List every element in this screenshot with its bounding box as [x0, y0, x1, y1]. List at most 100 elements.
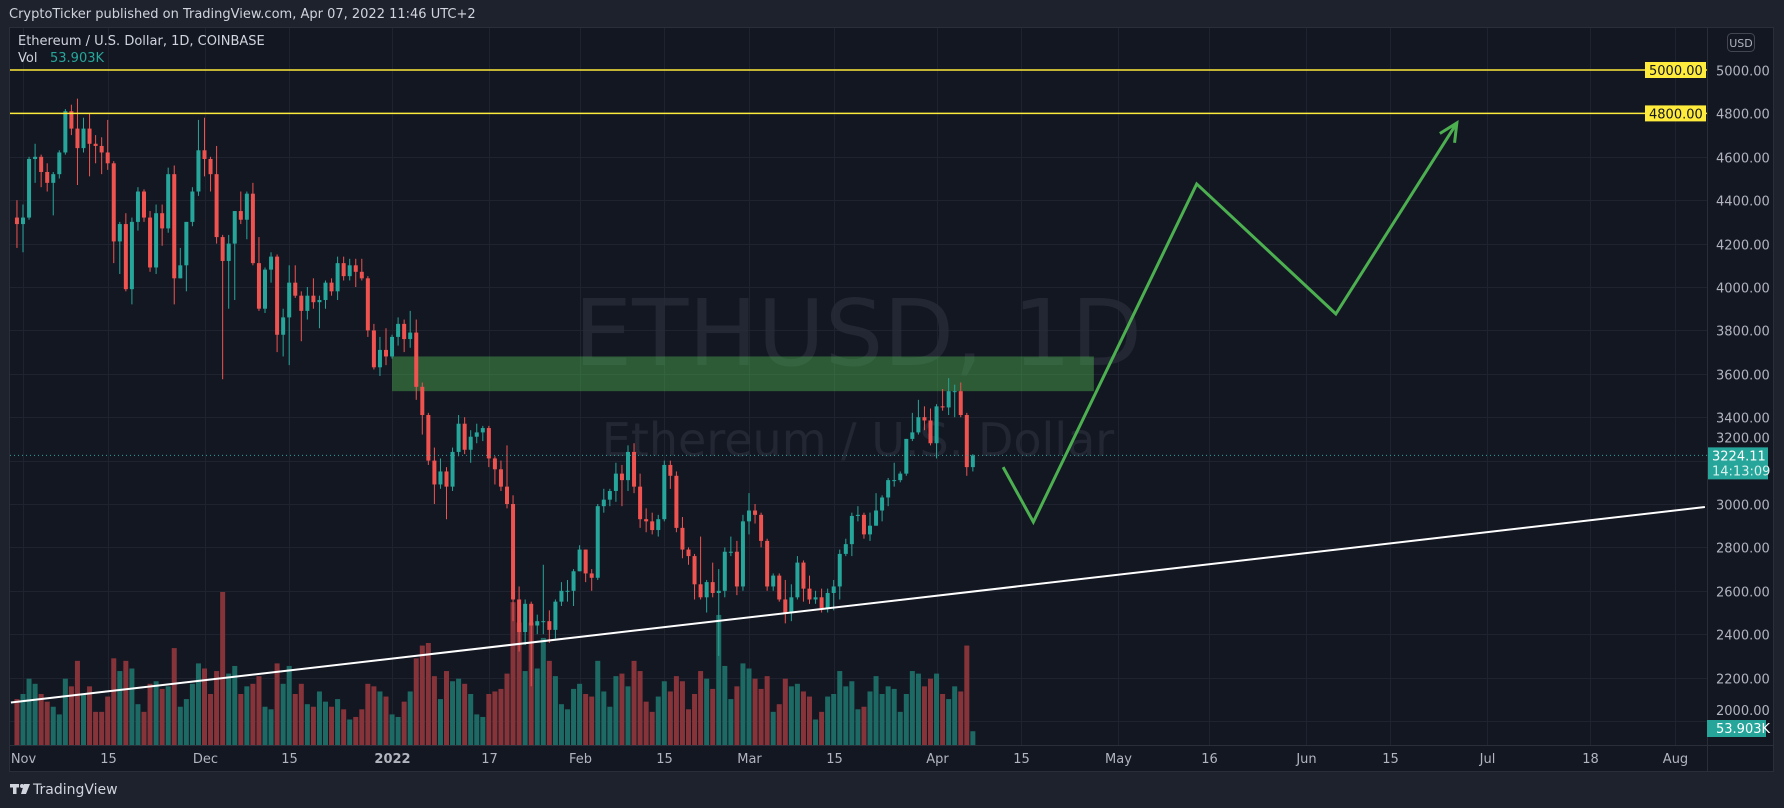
- candle-body: [190, 191, 195, 222]
- candle-body: [184, 221, 189, 266]
- volume-bar: [365, 683, 371, 745]
- projection-path[interactable]: [1001, 122, 1459, 526]
- candle-body: [565, 590, 570, 592]
- volume-bar: [909, 671, 915, 745]
- volume-bar: [722, 665, 728, 745]
- resistance-zone[interactable]: [392, 356, 1094, 392]
- candle-body: [874, 510, 879, 526]
- volume-bar: [970, 731, 976, 745]
- price-axis[interactable]: 5000.00 4800.00 4600.00 4400.00 4200.00 4000.…: [1716, 65, 1770, 720]
- candle-body: [462, 423, 467, 450]
- price-tick-label: 4400.00: [1716, 195, 1770, 210]
- candle-body: [21, 217, 25, 225]
- candle: [492, 456, 497, 485]
- candle: [626, 445, 630, 491]
- candle-body: [668, 464, 673, 476]
- symbol-legend[interactable]: Ethereum / U.S. Dollar, 1D, COINBASE: [18, 34, 265, 49]
- volume-bar: [510, 602, 516, 745]
- candle-body: [420, 386, 425, 416]
- time-tick-label: Jun: [1295, 752, 1316, 767]
- candle: [202, 117, 207, 177]
- candle-body: [650, 521, 655, 531]
- candle-body: [232, 211, 237, 244]
- candle: [81, 117, 86, 153]
- candle-body: [722, 551, 727, 591]
- candle-body: [244, 193, 249, 220]
- candle-body: [704, 582, 709, 598]
- candle: [547, 610, 552, 643]
- candle-body: [123, 224, 128, 290]
- volume-bar: [800, 691, 806, 745]
- candle-body: [886, 480, 891, 498]
- candle: [33, 143, 38, 183]
- volume-bar: [444, 671, 449, 745]
- candle: [317, 295, 322, 329]
- candle-body: [898, 473, 903, 481]
- candle: [256, 237, 261, 311]
- volume-bar: [316, 691, 322, 745]
- candle: [765, 538, 770, 591]
- candle: [220, 234, 225, 380]
- currency-button[interactable]: USD: [1727, 33, 1755, 52]
- time-tick-label: 15: [100, 752, 117, 767]
- support-trendline[interactable]: [10, 506, 1706, 704]
- candle: [952, 384, 957, 418]
- candle-body: [868, 525, 872, 535]
- candle: [160, 204, 165, 246]
- candle: [384, 328, 388, 366]
- candle-body: [928, 420, 933, 444]
- volume-bar: [637, 671, 643, 745]
- candle: [123, 213, 128, 292]
- candle: [117, 221, 122, 274]
- candle: [275, 254, 280, 353]
- candle: [462, 417, 467, 455]
- candle-body: [861, 514, 866, 535]
- candle-body: [45, 171, 50, 183]
- volume-bar: [740, 663, 746, 745]
- candle-body: [33, 156, 38, 159]
- candle: [408, 310, 413, 348]
- time-tick-label: Mar: [737, 752, 762, 767]
- candle: [638, 473, 643, 528]
- volume-bar: [431, 676, 437, 745]
- candle: [801, 560, 806, 602]
- volume-bar: [474, 714, 480, 745]
- candle: [886, 477, 891, 507]
- time-axis[interactable]: Nov 15 Dec 15 2022 17 Feb 15 Mar 15 Apr 15 May 16 Jun 1…: [11, 752, 1688, 767]
- candle-body: [837, 553, 842, 587]
- volume-bar: [915, 673, 921, 745]
- candle-body: [105, 152, 110, 164]
- volume-bar: [595, 660, 601, 745]
- tradingview-logo[interactable]: TradingView: [10, 782, 118, 798]
- drawings[interactable]: [10, 69, 1707, 704]
- volume-bar: [552, 676, 558, 745]
- candle-body: [178, 265, 183, 279]
- candle-body: [638, 486, 643, 520]
- candle-body: [698, 584, 703, 598]
- candle: [390, 334, 395, 359]
- candle: [323, 280, 328, 309]
- candle: [686, 547, 691, 565]
- candle-body: [843, 544, 848, 554]
- candle-body: [256, 263, 261, 309]
- volume-bar: [68, 686, 74, 745]
- volume-bar: [383, 696, 389, 745]
- candle-body: [14, 217, 19, 225]
- candle-body: [111, 163, 116, 242]
- volume-bar: [613, 676, 619, 745]
- candle: [311, 278, 316, 309]
- resistance-zone-rect[interactable]: [392, 356, 1094, 392]
- volume-bar: [849, 681, 855, 745]
- candle-body: [347, 265, 352, 277]
- volume-bar: [885, 686, 891, 745]
- volume-bar: [692, 694, 698, 745]
- price-tick-label: 3200.00: [1716, 431, 1770, 446]
- volume-bar: [679, 681, 685, 745]
- candle-body: [765, 540, 770, 587]
- candle: [613, 462, 618, 502]
- volume-bar: [631, 660, 637, 745]
- candle-body: [571, 571, 576, 591]
- candle-body: [892, 480, 897, 482]
